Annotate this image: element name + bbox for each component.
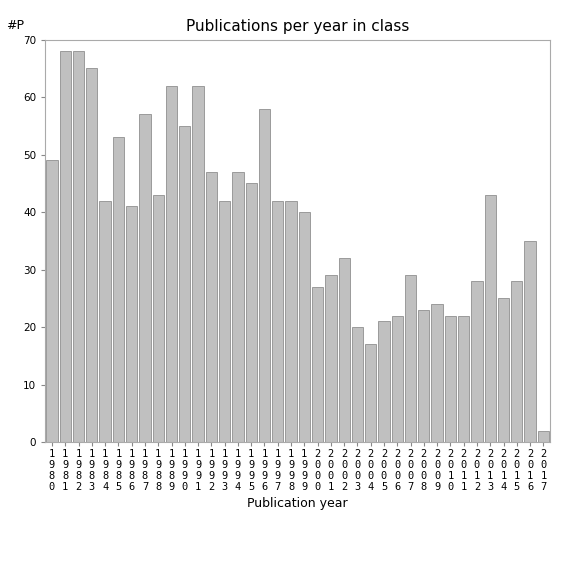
Bar [272, 201, 284, 442]
Bar [139, 115, 151, 442]
Bar [73, 51, 84, 442]
Bar [445, 316, 456, 442]
Bar [113, 137, 124, 442]
Bar [285, 201, 297, 442]
Bar [166, 86, 177, 442]
Bar [378, 321, 390, 442]
Bar [418, 310, 429, 442]
Bar [352, 327, 363, 442]
Bar [325, 276, 337, 442]
Bar [405, 276, 416, 442]
Bar [524, 241, 536, 442]
Bar [338, 258, 350, 442]
Bar [86, 69, 98, 442]
Bar [538, 431, 549, 442]
Title: Publications per year in class: Publications per year in class [186, 19, 409, 35]
Bar [219, 201, 230, 442]
Bar [153, 195, 164, 442]
Bar [299, 212, 310, 442]
Bar [99, 201, 111, 442]
Bar [179, 126, 191, 442]
Y-axis label: #P: #P [6, 19, 24, 32]
Bar [246, 184, 257, 442]
Bar [232, 172, 244, 442]
Bar [365, 345, 376, 442]
Bar [458, 316, 469, 442]
Bar [60, 51, 71, 442]
Bar [511, 281, 522, 442]
Bar [192, 86, 204, 442]
Bar [312, 287, 323, 442]
Bar [498, 298, 509, 442]
Bar [471, 281, 483, 442]
Bar [259, 109, 270, 442]
Bar [206, 172, 217, 442]
X-axis label: Publication year: Publication year [247, 497, 348, 510]
Bar [46, 160, 58, 442]
Bar [392, 316, 403, 442]
Bar [126, 206, 137, 442]
Bar [485, 195, 496, 442]
Bar [431, 304, 443, 442]
